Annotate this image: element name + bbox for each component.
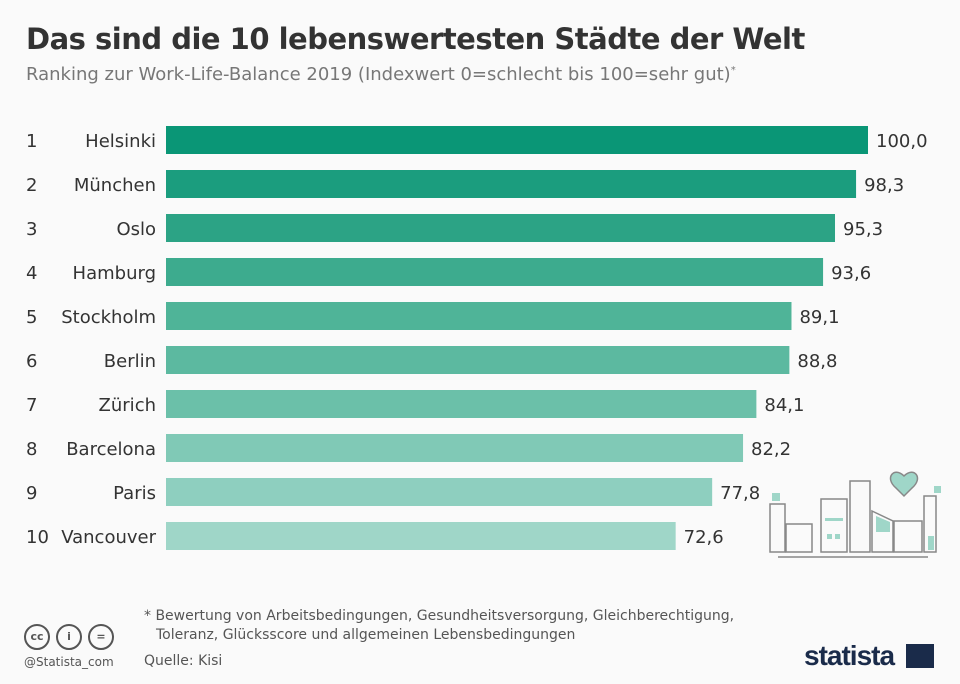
subtitle-mark: * (730, 65, 736, 76)
value-label: 93,6 (831, 263, 871, 284)
statista-logo-mark (906, 644, 934, 668)
category-label: Vancouver (61, 527, 156, 548)
rank-label: 6 (26, 351, 37, 372)
statista-logo: statista (804, 640, 895, 671)
chart-title: Das sind die 10 lebenswertesten Städte d… (26, 22, 805, 56)
category-label: Barcelona (66, 439, 156, 460)
value-label: 95,3 (843, 219, 883, 240)
footnote-line2: Toleranz, Glücksscore und allgemeinen Le… (156, 627, 576, 643)
rank-label: 9 (26, 483, 37, 504)
rank-label: 2 (26, 175, 37, 196)
subtitle-text: Ranking zur Work-Life-Balance 2019 (Inde… (26, 64, 731, 85)
category-label: Stockholm (61, 307, 156, 328)
value-label: 82,2 (751, 439, 791, 460)
bar-chart: 1 Helsinki 100,0 2 München 98,3 3 Oslo 95,3 4 Hamb… (26, 126, 928, 550)
category-label: Paris (113, 483, 156, 504)
value-label: 100,0 (876, 131, 928, 152)
by-icon: i (56, 624, 82, 650)
category-label: Zürich (99, 395, 156, 416)
value-label: 77,8 (720, 483, 760, 504)
city-illustration (769, 471, 941, 558)
category-label: Helsinki (85, 131, 156, 152)
category-label: München (74, 175, 156, 196)
rank-label: 7 (26, 395, 37, 416)
handle: @Statista_com (24, 655, 114, 669)
value-label: 84,1 (764, 395, 804, 416)
bar (166, 302, 792, 330)
footnote-line1: * Bewertung von Arbeitsbedingungen, Gesu… (144, 608, 735, 624)
bar (166, 390, 757, 418)
source: Quelle: Kisi (144, 653, 223, 669)
bar (166, 126, 868, 154)
heart-icon (889, 471, 919, 498)
bar (166, 478, 713, 506)
value-label: 88,8 (797, 351, 837, 372)
category-label: Hamburg (73, 263, 156, 284)
category-label: Berlin (104, 351, 156, 372)
value-label: 72,6 (684, 527, 724, 548)
bar (166, 258, 824, 286)
chart-subtitle: Ranking zur Work-Life-Balance 2019 (Inde… (26, 64, 736, 85)
value-label: 89,1 (799, 307, 839, 328)
rank-label: 4 (26, 263, 37, 284)
rank-label: 10 (26, 527, 49, 548)
bar (166, 522, 676, 550)
rank-label: 8 (26, 439, 37, 460)
value-label: 98,3 (864, 175, 904, 196)
nd-icon: = (88, 624, 114, 650)
category-label: Oslo (116, 219, 156, 240)
bar (166, 434, 744, 462)
rank-label: 1 (26, 131, 37, 152)
bar (166, 346, 790, 374)
rank-label: 3 (26, 219, 37, 240)
bar (166, 170, 857, 198)
cc-icon: cc (24, 624, 50, 650)
license-icons: cc i = (24, 624, 114, 650)
rank-label: 5 (26, 307, 37, 328)
bar (166, 214, 836, 242)
